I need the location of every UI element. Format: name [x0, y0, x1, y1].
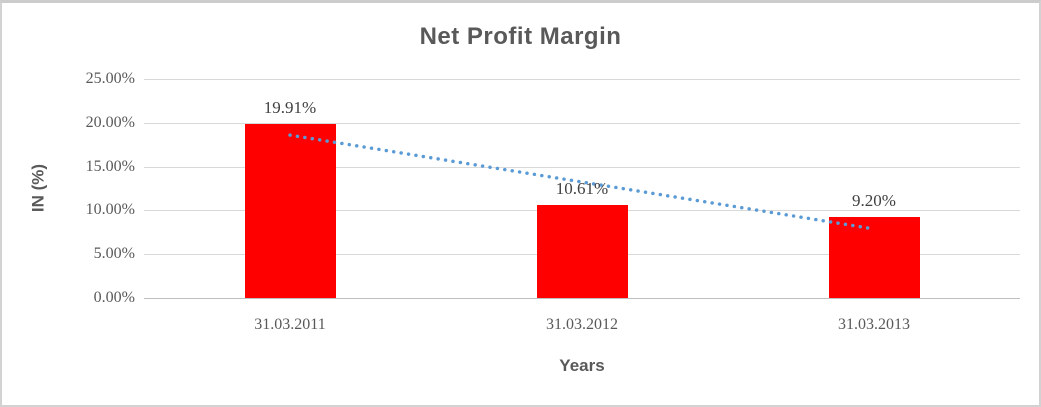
y-tick-label: 10.00%: [85, 201, 135, 219]
y-tick-label: 25.00%: [85, 70, 135, 87]
gridline: [144, 166, 1020, 168]
x-tick-label: 31.03.2013: [838, 316, 910, 333]
x-tick-label: 31.03.2011: [254, 316, 326, 333]
trendline-path: [288, 133, 876, 231]
bar-31.03.2012: [536, 205, 628, 298]
x-tick-label: 31.03.2012: [546, 316, 618, 333]
gridline: [144, 122, 1020, 124]
x-axis-line: [144, 298, 1020, 299]
y-axis-title: IN (%): [28, 163, 48, 213]
x-axis-title: Years: [559, 356, 605, 375]
data-label: 10.61%: [555, 179, 609, 199]
bar-31.03.2013: [828, 217, 920, 298]
plot-area: [144, 79, 1020, 299]
y-tick-label: 5.00%: [93, 245, 135, 263]
bar-31.03.2011: [244, 123, 336, 298]
trendline: [288, 133, 876, 231]
y-tick-label: 15.00%: [85, 157, 135, 175]
chart-title: Net Profit Margin: [419, 23, 622, 50]
data-label: 19.91%: [263, 97, 317, 117]
y-tick-label: 0.00%: [93, 289, 135, 306]
y-tick-label: 20.00%: [85, 113, 135, 131]
data-label: 9.20%: [852, 191, 896, 211]
gridline: [144, 79, 1020, 80]
